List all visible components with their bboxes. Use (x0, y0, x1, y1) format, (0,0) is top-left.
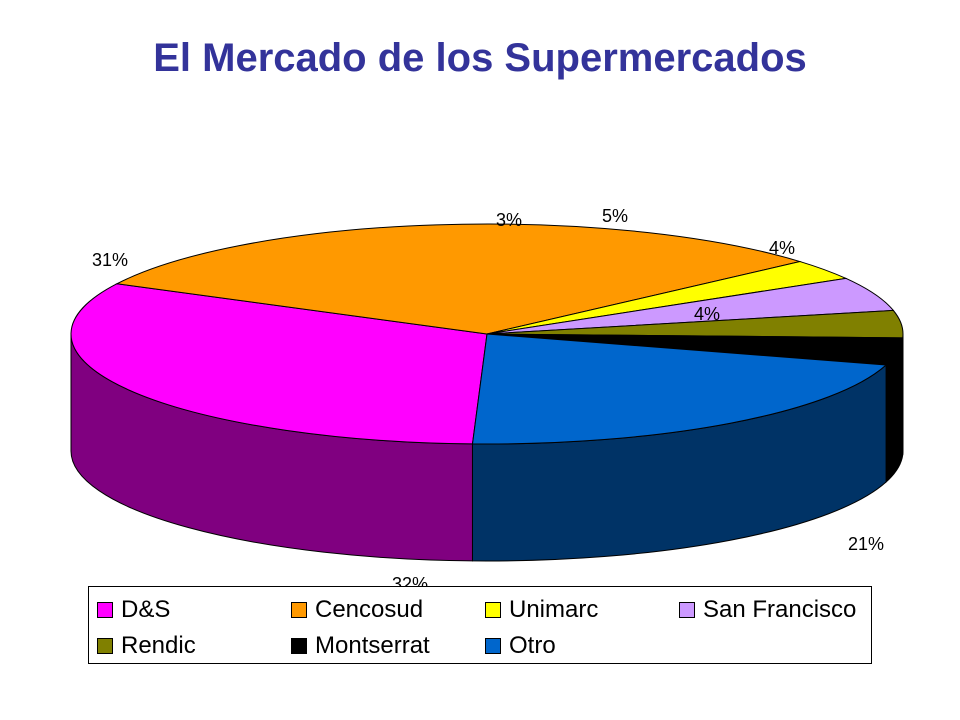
data-label-san-francisco: 5% (602, 206, 628, 226)
legend-swatch-montserrat (291, 638, 307, 654)
legend-swatch-rendic (97, 638, 113, 654)
legend-label-rendic: Rendic (121, 632, 196, 659)
legend-swatch-san-francisco (679, 602, 695, 618)
legend-label-unimarc: Unimarc (509, 596, 599, 623)
legend-item-unimarc: Unimarc (485, 595, 598, 625)
slice-otro (471, 333, 888, 445)
data-label-otro: 21% (848, 534, 884, 554)
legend-item-montserrat: Montserrat (291, 631, 430, 661)
legend-item-cencosud: Cencosud (291, 595, 423, 625)
legend-label-cencosud: Cencosud (315, 596, 424, 623)
legend-item-ds: D&S (97, 595, 170, 625)
data-label-cencosud: 31% (92, 250, 128, 270)
legend-item-otro: Otro (485, 631, 556, 661)
legend: D&S Cencosud Unimarc San Francisco Rendi… (88, 586, 872, 664)
legend-swatch-cencosud (291, 602, 307, 618)
pie-3d (70, 223, 904, 562)
slice-ds (70, 283, 488, 445)
legend-label-san-francisco: San Francisco (703, 596, 857, 623)
chart-title: El Mercado de los Supermercados (153, 36, 807, 80)
data-label-unimarc: 3% (496, 210, 522, 230)
legend-label-ds: D&S (121, 596, 171, 623)
data-label-montserrat: 4% (769, 238, 795, 258)
data-label-rendic: 4% (694, 304, 720, 324)
legend-swatch-ds (97, 602, 113, 618)
legend-swatch-otro (485, 638, 501, 654)
legend-label-montserrat: Montserrat (315, 632, 430, 659)
legend-label-otro: Otro (509, 632, 556, 659)
legend-item-rendic: Rendic (97, 631, 196, 661)
legend-swatch-unimarc (485, 602, 501, 618)
slice-cencosud (115, 223, 802, 335)
legend-item-san-francisco: San Francisco (679, 595, 856, 625)
